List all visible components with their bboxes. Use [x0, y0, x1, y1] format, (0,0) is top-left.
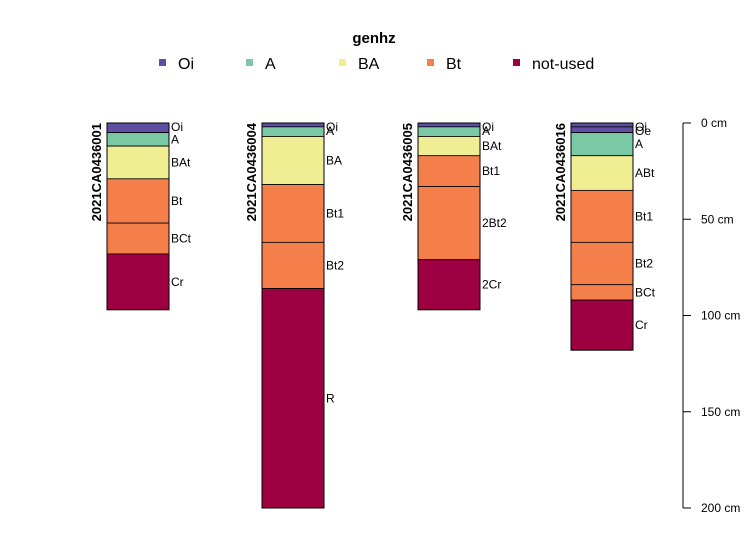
profile: OiA BAt Bt BCt Cr 2021CA0436001 — [89, 120, 192, 311]
horizon-label: Oe — [635, 124, 651, 138]
horizon-segment — [417, 122, 481, 128]
legend-label: BA — [358, 56, 380, 73]
legend-entry: Bt — [427, 56, 462, 73]
horizon-segment — [261, 126, 325, 137]
profile-outline — [570, 122, 634, 351]
legend-entry: A — [246, 56, 276, 73]
legend-entries: Oi A BA Bt not-used — [159, 56, 594, 73]
horizon-label: A — [326, 124, 334, 138]
horizon-segment — [106, 253, 170, 311]
legend-label: Oi — [178, 56, 194, 73]
horizon-segment — [417, 155, 481, 187]
horizon-label: Bt1 — [482, 164, 500, 178]
horizon-label: Cr — [171, 275, 184, 289]
horizon-label: A — [171, 132, 179, 146]
horizon-label: BAt — [482, 139, 502, 153]
horizon-label: Oi — [171, 120, 183, 134]
horizon-segment — [106, 122, 170, 134]
horizon-segment — [570, 189, 634, 243]
horizon-label: Bt1 — [326, 206, 344, 220]
legend-swatch — [339, 59, 346, 66]
legend: genhz Oi A BA Bt not-used — [159, 30, 594, 73]
horizon-segment — [570, 284, 634, 301]
depth-axis: 0 cm 50 cm 100 cm 150 cm 200 cm — [682, 116, 740, 515]
depth-tick-label: 100 cm — [701, 309, 740, 323]
horizon-segment — [417, 186, 481, 261]
legend-swatch — [427, 59, 434, 66]
horizon-segment — [261, 122, 325, 128]
horizon-segment — [417, 126, 481, 137]
horizon-label: BA — [326, 154, 342, 168]
legend-swatch — [246, 59, 253, 66]
horizon-label: BCt — [635, 285, 656, 299]
legend-entry: not-used — [513, 56, 594, 73]
legend-label: not-used — [532, 56, 594, 73]
profile-outline — [417, 122, 481, 311]
horizon-segment — [106, 222, 170, 255]
horizon-segment — [570, 241, 634, 286]
legend-entry: BA — [339, 56, 380, 73]
profile-id: 2021CA0436004 — [244, 122, 259, 221]
depth-tick-label: 200 cm — [701, 501, 740, 515]
profile-id: 2021CA0436001 — [89, 123, 104, 221]
horizon-label: A — [635, 137, 643, 151]
legend-label: Bt — [446, 56, 462, 73]
horizon-label: Cr — [635, 318, 648, 332]
horizon-label: BCt — [171, 232, 192, 246]
horizon-label: ABt — [635, 166, 655, 180]
horizon-segment — [261, 241, 325, 289]
horizon-segment — [261, 136, 325, 186]
horizon-segment — [417, 136, 481, 157]
horizon-segment — [261, 184, 325, 243]
profile-outline — [261, 122, 325, 509]
horizon-segment — [570, 122, 634, 128]
profile-outline — [106, 122, 170, 311]
horizon-label: 2Bt2 — [482, 216, 507, 230]
horizon-segment — [570, 132, 634, 157]
profile-id: 2021CA0436005 — [400, 123, 415, 221]
legend-label: A — [265, 56, 276, 73]
horizon-segment — [261, 288, 325, 509]
depth-tick-label: 0 cm — [701, 116, 727, 130]
horizon-segment — [106, 145, 170, 180]
legend-title: genhz — [352, 30, 395, 47]
horizon-label: A — [482, 124, 490, 138]
horizon-segment — [106, 178, 170, 224]
legend-swatch — [513, 59, 520, 66]
profile-id: 2021CA0436016 — [553, 123, 568, 221]
horizon-segment — [570, 126, 634, 134]
horizon-label: Bt2 — [635, 257, 653, 271]
legend-swatch — [159, 59, 166, 66]
horizon-label: Oi — [326, 120, 338, 134]
horizon-label: R — [326, 391, 335, 405]
horizon-label: Bt2 — [326, 258, 344, 272]
horizon-label: 2Cr — [482, 278, 501, 292]
horizon-segment — [570, 299, 634, 351]
depth-tick-label: 50 cm — [701, 212, 734, 226]
depth-tick-label: 150 cm — [701, 405, 740, 419]
horizon-label: Bt1 — [635, 209, 653, 223]
horizon-label: Oi — [635, 120, 647, 134]
horizon-segment — [417, 259, 481, 311]
horizon-segment — [106, 132, 170, 147]
horizon-label: Bt — [171, 194, 183, 208]
legend-entry: Oi — [159, 56, 194, 73]
horizon-label: Oi — [482, 120, 494, 134]
horizon-label: BAt — [171, 155, 191, 169]
profile: OiA BA Bt1 Bt2 R 2021CA0436004 — [244, 120, 344, 509]
horizon-segment — [570, 155, 634, 191]
